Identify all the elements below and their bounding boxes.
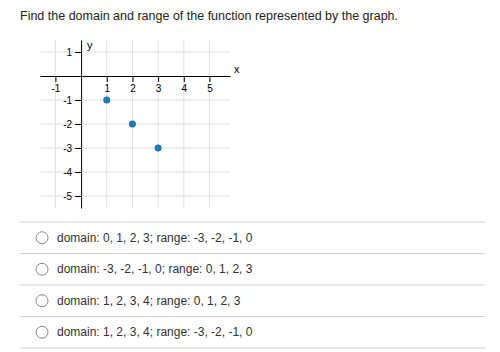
y-tick: -1 (63, 95, 81, 106)
radio-button[interactable] (36, 232, 48, 244)
x-tick: -1 (51, 76, 60, 94)
y-axis: -5 -4 -3 -2 -1 1 (63, 41, 81, 209)
y-tick-label: -5 (63, 191, 72, 202)
x-tick-mark (55, 76, 56, 82)
x-tick: 3 (156, 76, 162, 94)
x-tick: 4 (182, 76, 188, 94)
x-tick-label: 4 (182, 83, 188, 94)
x-tick-mark (132, 76, 133, 82)
divider (20, 316, 485, 317)
y-tick-label: -3 (63, 143, 72, 154)
x-tick-label: 1 (104, 83, 110, 94)
x-tick-mark (107, 76, 108, 82)
y-tick-mark (75, 52, 81, 53)
divider (20, 222, 485, 223)
x-tick: 5 (207, 76, 213, 94)
y-tick-mark (75, 148, 81, 149)
y-tick: -4 (63, 167, 81, 178)
choices: domain: 0, 1, 2, 3; range: -3, -2, -1, 0… (20, 222, 485, 348)
x-tick-label: 3 (156, 83, 162, 94)
x-tick-label: 2 (130, 83, 136, 94)
y-tick-label: -4 (63, 167, 72, 178)
y-tick-mark (75, 100, 81, 101)
radio-button[interactable] (36, 263, 48, 275)
point (103, 97, 110, 104)
radio-button[interactable] (36, 326, 48, 338)
x-tick-label: 5 (207, 83, 213, 94)
y-tick-mark (75, 196, 81, 197)
choice-text[interactable]: domain: -3, -2, -1, 0; range: 0, 1, 2, 3 (57, 262, 253, 276)
divider (20, 348, 485, 349)
y-axis-line (81, 41, 82, 209)
choice-text[interactable]: domain: 0, 1, 2, 3; range: -3, -2, -1, 0 (57, 231, 253, 245)
points (103, 97, 161, 152)
x-tick: 1 (104, 76, 110, 94)
x-axis: -1 1 2 3 4 5 (41, 76, 231, 94)
x-tick-mark (184, 76, 185, 82)
y-tick-mark (75, 124, 81, 125)
y-tick-label: 1 (67, 47, 73, 58)
choice-text[interactable]: domain: 1, 2, 3, 4; range: -3, -2, -1, 0 (57, 325, 253, 339)
x-tick: 2 (130, 76, 136, 94)
y-tick-label: -1 (63, 95, 72, 106)
x-axis-line (41, 76, 231, 77)
point (155, 145, 162, 152)
title: Find the domain and range of the functio… (20, 9, 398, 23)
divider (20, 285, 485, 286)
grid (40, 40, 230, 208)
choice-text[interactable]: domain: 1, 2, 3, 4; range: 0, 1, 2, 3 (57, 294, 241, 308)
x-tick-label: -1 (51, 83, 60, 94)
y-tick-mark (75, 172, 81, 173)
divider (20, 253, 485, 254)
y-tick-label: -2 (63, 119, 72, 130)
y-axis-title: y (87, 39, 93, 51)
point (129, 121, 136, 128)
y-tick: 1 (67, 47, 82, 58)
y-tick: -2 (63, 119, 81, 130)
y-tick: -3 (63, 143, 81, 154)
chart: Find the domain and range of the functio… (0, 0, 500, 352)
y-tick: -5 (63, 191, 81, 202)
x-tick-mark (158, 76, 159, 82)
x-tick-mark (209, 76, 210, 82)
radio-button[interactable] (36, 295, 48, 307)
x-axis-title: x (234, 63, 240, 75)
